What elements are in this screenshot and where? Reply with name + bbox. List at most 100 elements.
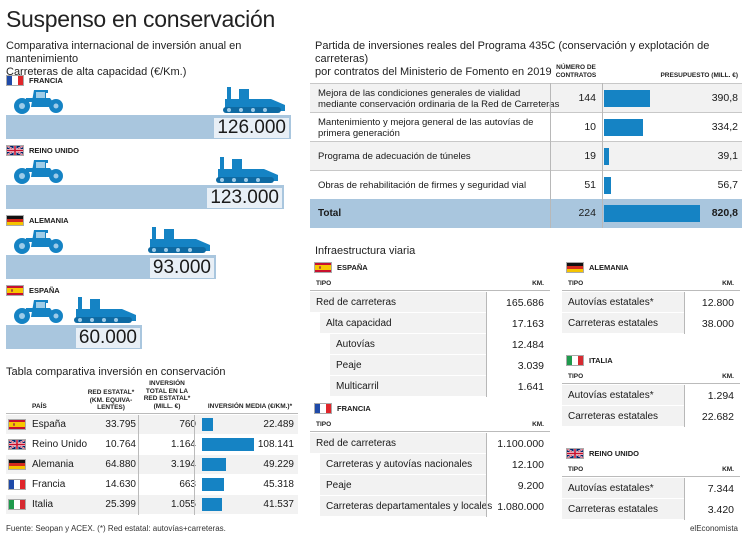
infra-row-bg <box>562 406 684 426</box>
program-table-title: Partida de inversiones reales del Progra… <box>315 40 740 79</box>
cmp-country-name: Reino Unido <box>32 439 88 450</box>
program-contracts-value: 19 <box>584 150 596 162</box>
program-budget-bar <box>604 177 611 194</box>
program-contracts-value: 10 <box>584 121 596 133</box>
cmp-investment-value: 1.164 <box>170 439 196 450</box>
cmp-average-bar <box>202 418 213 431</box>
infra-col-km: KM. <box>722 280 734 287</box>
program-row-label-line1: Mejora de las condiciones generales de v… <box>318 88 521 99</box>
spain-infra-header: ESPAÑA <box>314 262 368 273</box>
program-total-budget: 820,8 <box>711 207 738 219</box>
cmp-table-row: Francia 14.630 663 45.318 <box>6 475 298 494</box>
infra-column-divider <box>684 385 685 406</box>
france-flag-icon <box>8 479 26 490</box>
program-contracts-value: 51 <box>584 179 596 191</box>
roller-icon <box>10 296 70 327</box>
cmp-table-row: Alemania 64.880 3.194 49.229 <box>6 455 298 474</box>
infra-row-km: 1.100.000 <box>497 437 544 450</box>
infra-row: Peaje 3.039 <box>310 355 550 376</box>
infra-title: Infraestructura viaria <box>315 245 416 257</box>
cmp-column-divider <box>194 415 195 515</box>
infra-header-divider <box>562 383 740 384</box>
program-contracts-value: 144 <box>578 92 596 104</box>
program-budget-value: 390,8 <box>711 92 738 104</box>
road-chart-country-label: REINO UNIDO <box>6 145 79 156</box>
cmp-country-name: Italia <box>32 499 54 510</box>
cmp-table-row: España 33.795 760 22.489 <box>6 415 298 434</box>
infra-section: ESPAÑA TIPO KM. Red de carreteras 165.686 Alt… <box>310 258 742 520</box>
spain-flag-icon <box>8 419 26 430</box>
infra-col-km: KM. <box>722 373 734 380</box>
infra-row-km: 1.294 <box>707 389 734 402</box>
infra-row: Red de carreteras 1.100.000 <box>310 433 550 454</box>
cmp-investment-value: 1.055 <box>170 499 196 510</box>
italy-infra-country-name: ITALIA <box>589 356 613 365</box>
infra-row-bg <box>562 478 684 498</box>
roller-icon <box>10 156 70 187</box>
cmp-table-row: Italia 25.399 1.055 41.537 <box>6 495 298 514</box>
cmp-header-divider <box>6 413 298 414</box>
infra-column-divider <box>486 376 487 397</box>
infra-row: Alta capacidad 17.163 <box>310 313 550 334</box>
infra-row-label: Red de carreteras <box>316 296 397 308</box>
road-chart-country-name: FRANCIA <box>29 76 63 85</box>
infra-row-bg <box>330 376 486 396</box>
infra-row-km: 1.641 <box>517 380 544 393</box>
infra-row-bg <box>562 385 684 405</box>
infra-row-label: Multicarril <box>336 380 379 392</box>
infra-row-km: 12.484 <box>511 338 544 351</box>
cmp-average-value: 108.141 <box>257 439 294 450</box>
uk-infra-header: REINO UNIDO <box>566 448 639 459</box>
cmp-average-bar <box>202 438 254 451</box>
infra-column-divider <box>486 496 487 517</box>
page-title: Suspenso en conservación <box>6 6 275 32</box>
road-bar-value-label: 93.000 <box>149 258 214 278</box>
france-flag-icon <box>6 75 24 86</box>
infra-row: Carreteras estatales 3.420 <box>562 499 740 520</box>
infra-header-divider <box>310 290 550 291</box>
infra-header-divider <box>310 431 550 432</box>
infra-col-tipo: TIPO <box>568 280 584 287</box>
spain-infra-country-name: ESPAÑA <box>337 263 368 272</box>
comparison-table-title: Tabla comparativa inversión en conservac… <box>6 366 226 378</box>
infra-col-tipo: TIPO <box>568 373 584 380</box>
france-infra-country-name: FRANCIA <box>337 404 371 413</box>
cmp-average-bar <box>202 458 226 471</box>
paver-icon <box>221 85 291 118</box>
paver-icon <box>72 295 142 328</box>
infra-row-bg <box>320 496 486 516</box>
paver-icon <box>214 155 284 188</box>
program-row-label: Mejora de las condiciones generales de v… <box>318 88 559 110</box>
infra-row: Carreteras departamentales y locales 1.08… <box>310 496 550 517</box>
cmp-average-value: 49.229 <box>263 459 294 470</box>
infra-row-km: 7.344 <box>707 482 734 495</box>
program-total-row: Total 224 820,8 <box>310 199 742 228</box>
cmp-average-value: 22.489 <box>263 419 294 430</box>
infra-row-label: Peaje <box>336 359 362 371</box>
uk-flag-icon <box>8 439 26 450</box>
infra-column-divider <box>486 292 487 313</box>
program-budget-bar <box>604 119 643 136</box>
infra-row: Red de carreteras 165.686 <box>310 292 550 313</box>
road-chart-country-label: ESPAÑA <box>6 285 60 296</box>
infra-row: Autovías estatales* 12.800 <box>562 292 740 313</box>
road-bar-value-label: 60.000 <box>75 328 140 348</box>
infra-row-bg <box>562 313 684 333</box>
infra-column-divider <box>486 454 487 475</box>
france-flag-icon <box>314 403 332 414</box>
infra-column-divider <box>486 334 487 355</box>
infra-row-label: Peaje <box>326 479 352 491</box>
italy-flag-icon <box>566 355 584 366</box>
cmp-network-value: 14.630 <box>105 479 136 490</box>
infra-row-bg <box>562 292 684 312</box>
germany-flag-icon <box>6 215 24 226</box>
cmp-country-name: España <box>32 419 66 430</box>
infra-row-km: 17.163 <box>511 317 544 330</box>
infra-row-km: 1.080.000 <box>497 500 544 513</box>
cmp-header-country: PAÍS <box>32 403 47 410</box>
infra-row: Carreteras y autovías nacionales 12.100 <box>310 454 550 475</box>
cmp-header-network: RED ESTATAL* (KM. EQUIVA- LENTES) <box>87 389 135 411</box>
cmp-column-divider <box>138 415 139 515</box>
infra-row-km: 22.682 <box>701 410 734 423</box>
infra-row-km: 38.000 <box>701 317 734 330</box>
